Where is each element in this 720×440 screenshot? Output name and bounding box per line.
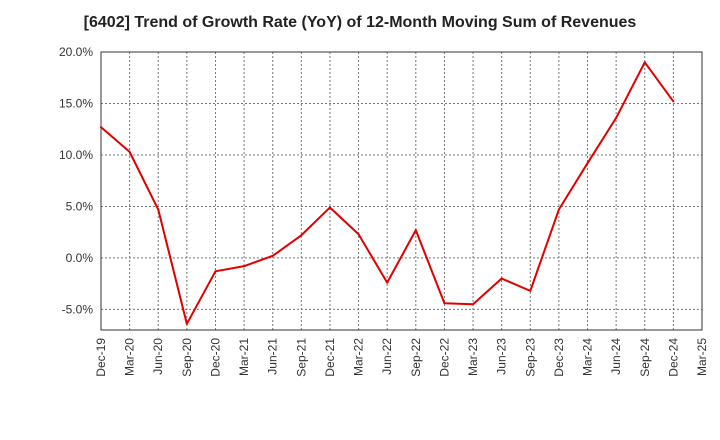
data-point bbox=[357, 233, 360, 236]
data-point bbox=[100, 126, 102, 129]
x-tick-label: Sep-23 bbox=[523, 338, 537, 377]
data-point bbox=[529, 289, 532, 292]
x-tick-label: Mar-25 bbox=[695, 338, 709, 376]
x-tick-label: Sep-22 bbox=[409, 338, 423, 377]
data-point bbox=[643, 61, 646, 64]
data-point bbox=[300, 234, 303, 237]
data-point bbox=[271, 254, 274, 257]
data-point bbox=[128, 150, 131, 153]
x-tick-label: Dec-20 bbox=[208, 338, 222, 377]
x-tick-label: Jun-21 bbox=[266, 338, 280, 375]
x-tick-label: Jun-22 bbox=[380, 338, 394, 375]
x-tick-label: Jun-24 bbox=[609, 338, 623, 375]
x-tick-label: Dec-22 bbox=[437, 338, 451, 377]
x-tick-label: Mar-23 bbox=[466, 338, 480, 376]
y-tick-label: 20.0% bbox=[59, 45, 93, 59]
x-tick-label: Dec-21 bbox=[323, 338, 337, 377]
x-tick-label: Mar-20 bbox=[123, 338, 137, 376]
data-point bbox=[586, 162, 589, 165]
data-point bbox=[500, 277, 503, 280]
x-tick-label: Jun-23 bbox=[495, 338, 509, 375]
x-tick-label: Mar-21 bbox=[237, 338, 251, 376]
x-tick-label: Sep-20 bbox=[180, 338, 194, 377]
data-point bbox=[557, 208, 560, 211]
data-point bbox=[214, 270, 217, 273]
data-point bbox=[672, 100, 675, 103]
x-tick-label: Sep-21 bbox=[294, 338, 308, 377]
plot-border bbox=[100, 51, 703, 331]
data-point bbox=[615, 116, 618, 119]
y-tick-label: 10.0% bbox=[59, 148, 93, 162]
y-tick-label: 5.0% bbox=[66, 199, 94, 213]
data-point bbox=[328, 206, 331, 209]
x-tick-label: Mar-24 bbox=[581, 338, 595, 376]
x-tick-label: Dec-19 bbox=[94, 338, 108, 377]
y-tick-label: 15.0% bbox=[59, 96, 93, 110]
data-point bbox=[185, 322, 188, 325]
x-tick-label: Dec-23 bbox=[552, 338, 566, 377]
y-tick-label: 0.0% bbox=[66, 251, 94, 265]
data-point bbox=[157, 208, 160, 211]
data-point bbox=[386, 281, 389, 284]
x-tick-label: Jun-20 bbox=[151, 338, 165, 375]
data-point bbox=[243, 265, 246, 268]
y-tick-label: -5.0% bbox=[62, 302, 94, 316]
data-point bbox=[414, 229, 417, 232]
x-tick-label: Dec-24 bbox=[666, 338, 680, 377]
x-tick-label: Mar-22 bbox=[352, 338, 366, 376]
chart-title: [6402] Trend of Growth Rate (YoY) of 12-… bbox=[83, 14, 637, 31]
data-point bbox=[443, 302, 446, 305]
x-tick-label: Sep-24 bbox=[638, 338, 652, 377]
data-point bbox=[472, 303, 475, 306]
